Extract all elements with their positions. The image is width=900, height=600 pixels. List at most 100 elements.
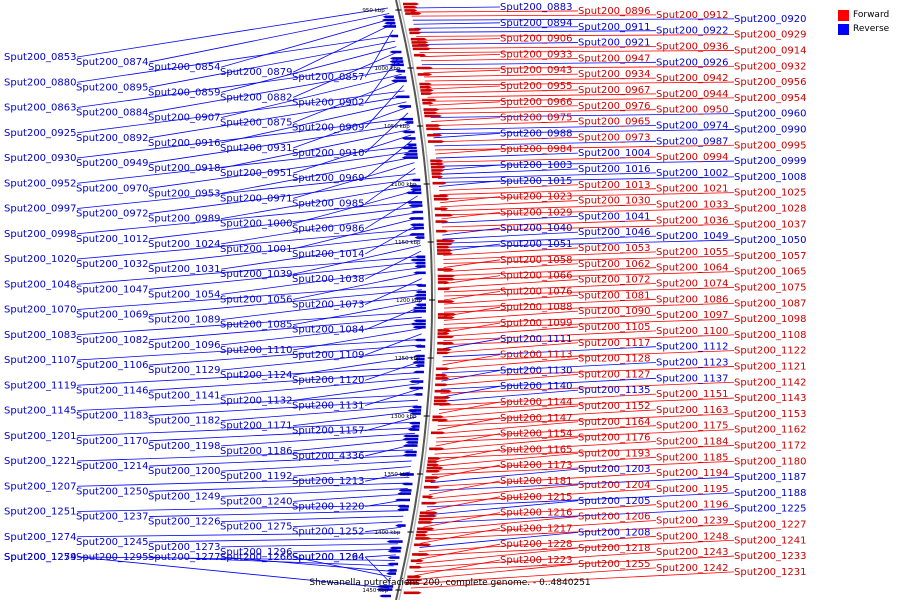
label-leader-line [77, 256, 422, 285]
gene-label-reverse: Sput200_0894 [500, 18, 573, 29]
forward-gene-arrow [417, 73, 433, 76]
reverse-gene-arrow [377, 585, 394, 588]
gene-label-reverse: Sput200_0875 [220, 118, 293, 129]
label-leader-line [442, 223, 735, 232]
forward-gene-arrow [426, 127, 442, 131]
forward-gene-arrow [434, 207, 449, 211]
forward-gene-arrow [435, 377, 450, 380]
label-leader-line [149, 13, 390, 63]
reverse-gene-arrow [410, 188, 422, 191]
label-leader-line [412, 18, 735, 21]
label-leader-line [149, 510, 405, 517]
gene-label-reverse: Sput200_0882 [220, 92, 293, 103]
label-leader-line [439, 393, 657, 406]
gene-label-forward: Sput200_1184 [656, 437, 729, 448]
gene-label-reverse: Sput200_1252 [292, 527, 365, 538]
label-leader-line [77, 366, 421, 386]
gene-label-reverse: Sput200_1048 [4, 279, 77, 290]
gene-label-forward: Sput200_1204 [578, 480, 651, 491]
gene-label-forward: Sput200_1074 [656, 279, 729, 290]
gene-label-forward: Sput200_1058 [500, 255, 573, 266]
scale-tick-label: 1050 kbp [384, 124, 410, 130]
gene-label-reverse: Sput200_1226 [148, 517, 221, 528]
reverse-gene-arrow [412, 325, 426, 329]
label-leader-line [417, 38, 501, 41]
label-leader-line [432, 125, 657, 131]
label-leader-line [443, 334, 735, 346]
gene-label-forward: Sput200_1194 [656, 468, 729, 479]
forward-gene-arrow [431, 172, 443, 175]
label-leader-line [424, 73, 579, 78]
label-leader-line [423, 69, 501, 74]
forward-gene-arrow [404, 9, 418, 12]
reverse-gene-arrow [404, 121, 414, 124]
reverse-gene-arrow [414, 364, 425, 367]
scale-tick-label: 1350 kbp [384, 472, 410, 478]
label-leader-line [293, 355, 421, 376]
gene-label-forward: Sput200_1241 [734, 535, 807, 546]
label-leader-line [365, 416, 417, 432]
label-leader-line [420, 528, 501, 544]
reverse-gene-arrow [388, 34, 399, 38]
label-leader-line [365, 223, 420, 255]
scale-ticks: 950 kbp 1000 kbp 1050 kbp 1100 kbp 1150 kbp 1… [362, 8, 435, 594]
label-leader-line [221, 211, 419, 245]
label-leader-line [412, 563, 579, 581]
forward-gene-arrow [425, 476, 440, 479]
label-leader-line [437, 168, 579, 175]
forward-gene-arrow [433, 399, 449, 403]
reverse-gene-arrow [397, 505, 409, 508]
legend-item-forward: Forward [838, 8, 898, 22]
gene-label-reverse: Sput200_0949 [76, 158, 149, 169]
gene-label-reverse: Sput200_0895 [76, 82, 149, 93]
forward-gene-arrow [412, 553, 430, 556]
label-leader-line [442, 354, 501, 366]
label-leader-line [436, 160, 735, 167]
label-leader-line [421, 524, 735, 540]
label-leader-line [417, 42, 579, 45]
label-leader-line [439, 397, 735, 410]
label-leader-line [221, 405, 418, 421]
gene-label-reverse: Sput200_1041 [578, 211, 651, 222]
label-leader-line [440, 377, 657, 390]
gene-label-forward: Sput200_1172 [734, 440, 807, 451]
gene-label-forward: Sput200_0956 [734, 77, 807, 88]
forward-gene-arrow [436, 245, 451, 249]
label-leader-line [221, 129, 411, 169]
label-leader-line [410, 571, 735, 589]
reverse-gene-arrow [415, 303, 426, 307]
gene-label-forward: Sput200_1117 [578, 338, 651, 349]
reverse-gene-arrow [397, 508, 409, 511]
gene-label-reverse: Sput200_0988 [500, 128, 573, 139]
gene-label-reverse: Sput200_1051 [500, 239, 573, 250]
label-leader-line [221, 294, 423, 320]
label-leader-line [422, 516, 579, 532]
label-leader-line [440, 196, 501, 204]
gene-label-forward: Sput200_1057 [734, 251, 807, 262]
gene-label-reverse: Sput200_1251 [4, 507, 77, 518]
gene-label-reverse: Sput200_1250 [76, 486, 149, 497]
label-leader-line [433, 133, 501, 139]
label-leader-line [441, 370, 501, 382]
forward-gene-arrow [424, 114, 443, 118]
label-leader-line [436, 425, 657, 439]
label-leader-line [435, 429, 735, 443]
label-leader-line [365, 305, 423, 331]
label-leader-line [293, 107, 408, 149]
gene-label-reverse: Sput200_0953 [148, 188, 221, 199]
reverse-gene-arrow [402, 437, 419, 441]
forward-gene-arrow [402, 2, 420, 6]
label-leader-line [149, 234, 421, 265]
gene-label-reverse: Sput200_0999 [734, 156, 807, 167]
label-leader-line [149, 372, 420, 391]
legend: Forward Reverse [838, 8, 898, 36]
reverse-gene-arrow [412, 306, 426, 310]
forward-gene-arrow [435, 373, 448, 377]
forward-gene-arrow [423, 485, 440, 489]
label-leader-line [149, 537, 400, 543]
gene-label-forward: Sput200_0943 [500, 65, 573, 76]
gene-label-forward: Sput200_1055 [656, 247, 729, 258]
gene-label-reverse: Sput200_1200 [148, 466, 221, 477]
gene-label-reverse: Sput200_1032 [76, 259, 149, 270]
